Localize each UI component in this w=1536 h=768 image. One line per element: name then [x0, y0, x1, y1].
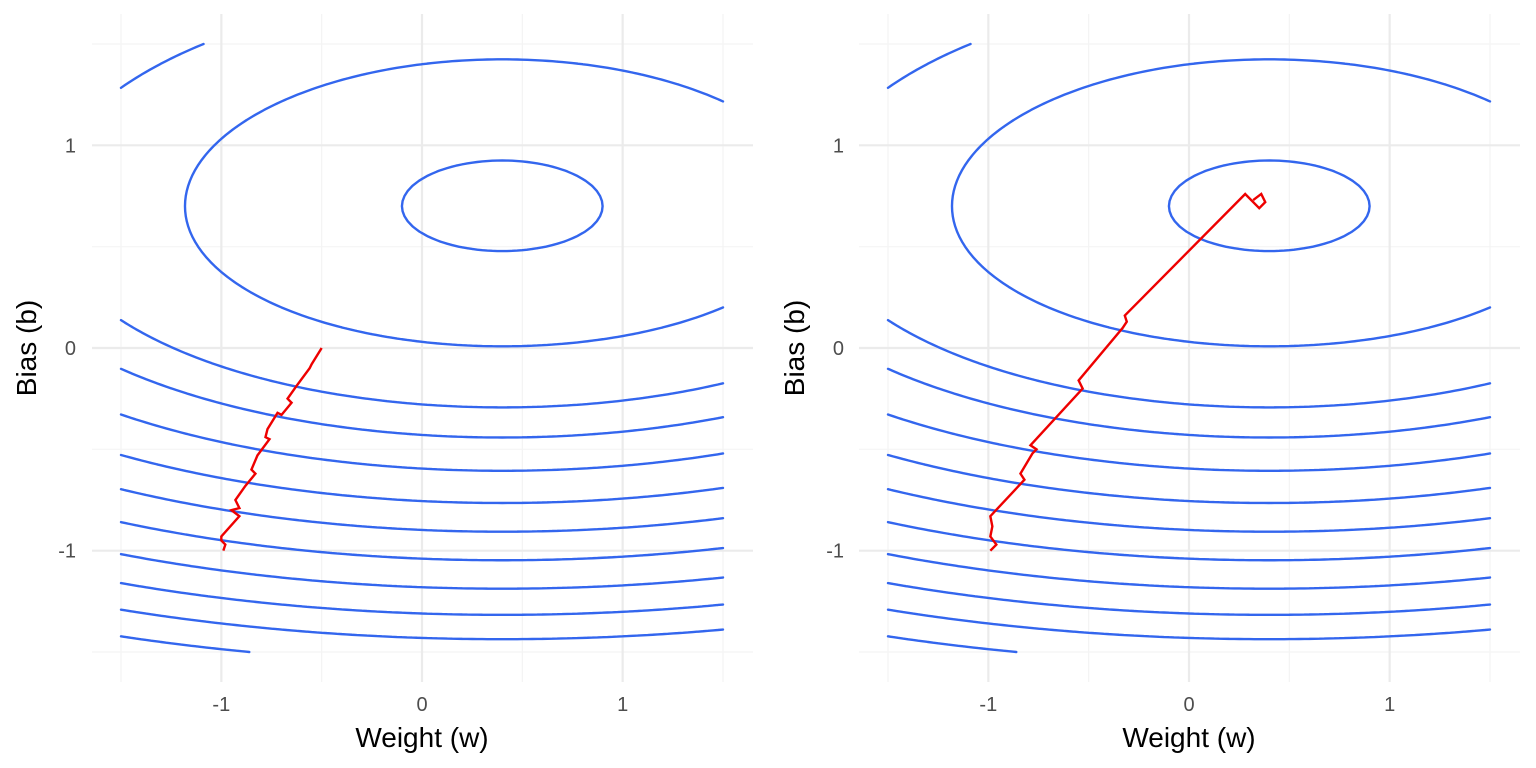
- y-tick-label: -1: [826, 541, 844, 563]
- y-axis-title: Bias (b): [11, 300, 42, 396]
- y-tick-labels: -1 0 1: [826, 135, 844, 562]
- contour-line: [119, 552, 725, 590]
- contour-line: [886, 520, 1492, 562]
- grid-lines: [92, 14, 753, 682]
- descent-path-line: [989, 192, 1267, 552]
- y-tick-label: 0: [833, 338, 844, 360]
- contour-line: [119, 635, 251, 654]
- contour-line: [119, 413, 725, 472]
- contour-line: [950, 58, 1492, 348]
- x-tick-label: 1: [617, 694, 628, 716]
- x-tick-label: 0: [416, 694, 427, 716]
- grid-lines: [859, 14, 1520, 682]
- contour-line: [886, 488, 1492, 533]
- contour-line: [886, 453, 1492, 505]
- x-tick-label: 0: [1183, 694, 1194, 716]
- x-axis-title: Weight (w): [1122, 722, 1255, 753]
- contour-line: [119, 367, 725, 439]
- descent-path-line: [220, 347, 323, 552]
- x-tick-labels: -1 0 1: [979, 694, 1395, 716]
- x-tick-label: -1: [212, 694, 230, 716]
- contour-line: [886, 367, 1492, 439]
- contour-line: [886, 413, 1492, 472]
- y-tick-label: 1: [65, 135, 76, 157]
- x-tick-labels: -1 0 1: [212, 694, 628, 716]
- descent-path: [220, 347, 323, 552]
- contour-line: [886, 635, 1018, 654]
- contour-line: [183, 58, 725, 348]
- contour-line: [886, 608, 1492, 641]
- contour-line: [119, 488, 725, 533]
- contour-line: [886, 581, 1492, 617]
- contour-line: [1167, 159, 1371, 253]
- x-tick-label: 1: [1384, 694, 1395, 716]
- contour-line: [119, 608, 725, 641]
- y-tick-label: 1: [833, 135, 844, 157]
- contour-lines: [119, 42, 725, 654]
- x-tick-label: -1: [979, 694, 997, 716]
- descent-path: [989, 192, 1267, 552]
- y-tick-label: 0: [65, 338, 76, 360]
- contour-line: [886, 552, 1492, 590]
- contour-line: [119, 42, 725, 409]
- contour-line: [400, 159, 604, 253]
- contour-line: [119, 453, 725, 505]
- y-tick-label: -1: [58, 541, 76, 563]
- contour-line: [119, 581, 725, 617]
- y-tick-labels: -1 0 1: [58, 135, 76, 562]
- panel-right: -1 0 1 -1 0 1 Weight (w) Bias (b): [779, 14, 1520, 753]
- contour-line: [119, 520, 725, 562]
- y-axis-title: Bias (b): [779, 300, 810, 396]
- x-axis-title: Weight (w): [355, 722, 488, 753]
- panel-left: -1 0 1 -1 0 1 Weight (w) Bias (b): [11, 14, 753, 753]
